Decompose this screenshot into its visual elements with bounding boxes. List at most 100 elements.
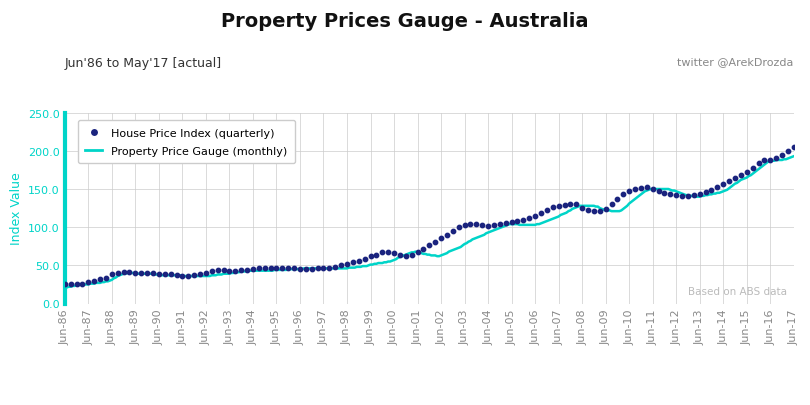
Point xyxy=(670,192,683,199)
Point xyxy=(335,262,347,269)
Point xyxy=(347,259,360,266)
Point xyxy=(723,179,735,185)
Point xyxy=(735,173,748,179)
Point xyxy=(317,266,330,272)
Point xyxy=(775,152,788,158)
Point xyxy=(387,250,400,257)
Point xyxy=(658,190,671,196)
Point xyxy=(194,272,207,278)
Point xyxy=(540,208,553,214)
Point xyxy=(235,267,248,273)
Point xyxy=(488,222,501,228)
Point xyxy=(164,272,177,278)
Point xyxy=(470,221,483,228)
Point xyxy=(188,272,201,279)
Point xyxy=(258,265,271,271)
Point xyxy=(293,266,306,273)
Point xyxy=(599,206,612,213)
Point xyxy=(323,265,336,271)
Point xyxy=(411,249,424,255)
Point xyxy=(300,266,313,273)
Point xyxy=(111,270,124,277)
Point xyxy=(364,253,377,260)
Point xyxy=(728,176,741,182)
Legend: House Price Index (quarterly), Property Price Gauge (monthly): House Price Index (quarterly), Property … xyxy=(78,121,295,164)
Point xyxy=(311,266,324,272)
Point xyxy=(475,222,488,228)
Y-axis label: Index Value: Index Value xyxy=(10,172,23,245)
Point xyxy=(117,269,130,276)
Point xyxy=(428,240,441,246)
Point xyxy=(782,148,795,155)
Point xyxy=(305,266,318,273)
Point xyxy=(58,281,71,288)
Point xyxy=(82,279,95,286)
Point xyxy=(641,185,654,191)
Point xyxy=(552,203,565,209)
Point xyxy=(499,220,512,226)
Point xyxy=(282,266,295,272)
Point xyxy=(717,182,730,188)
Point xyxy=(446,228,459,234)
Point xyxy=(629,186,642,193)
Point xyxy=(199,270,212,277)
Point xyxy=(505,219,518,226)
Point xyxy=(253,266,266,272)
Point xyxy=(770,156,782,162)
Point xyxy=(134,270,147,277)
Point xyxy=(634,185,647,192)
Point xyxy=(652,188,665,194)
Point xyxy=(352,258,365,264)
Point xyxy=(752,160,765,167)
Point xyxy=(435,235,448,241)
Point xyxy=(340,261,353,267)
Point xyxy=(158,272,171,278)
Point xyxy=(522,215,535,222)
Point xyxy=(176,273,189,279)
Point xyxy=(246,266,259,273)
Point xyxy=(76,281,89,287)
Point xyxy=(787,145,800,151)
Point xyxy=(605,202,618,208)
Point xyxy=(217,267,230,273)
Point xyxy=(593,209,606,215)
Point xyxy=(276,266,289,272)
Point xyxy=(758,158,771,164)
Point xyxy=(623,188,636,194)
Text: Based on ABS data: Based on ABS data xyxy=(688,286,787,296)
Point xyxy=(64,281,77,288)
Point xyxy=(582,207,595,213)
Point xyxy=(358,256,371,263)
Text: twitter @ArekDrozda: twitter @ArekDrozda xyxy=(677,57,794,67)
Point xyxy=(546,204,559,210)
Point xyxy=(564,202,577,208)
Point xyxy=(576,205,589,212)
Point xyxy=(764,158,777,164)
Point xyxy=(405,253,418,259)
Point xyxy=(270,266,283,272)
Point xyxy=(87,278,100,284)
Point xyxy=(70,281,83,287)
Point xyxy=(129,270,142,277)
Point xyxy=(558,202,571,209)
Point xyxy=(676,193,688,200)
Point xyxy=(399,253,412,260)
Point xyxy=(617,192,630,198)
Point xyxy=(329,264,342,271)
Point xyxy=(688,192,701,199)
Point xyxy=(646,186,659,193)
Point xyxy=(464,221,477,228)
Point xyxy=(529,213,542,220)
Point xyxy=(611,196,624,202)
Point xyxy=(376,249,389,256)
Point xyxy=(211,267,224,273)
Point xyxy=(264,265,277,271)
Point xyxy=(458,222,471,228)
Point xyxy=(699,190,712,196)
Point xyxy=(394,252,407,258)
Point xyxy=(664,192,677,198)
Point xyxy=(681,193,694,200)
Point xyxy=(123,269,136,276)
Point xyxy=(711,185,724,191)
Point xyxy=(370,252,383,258)
